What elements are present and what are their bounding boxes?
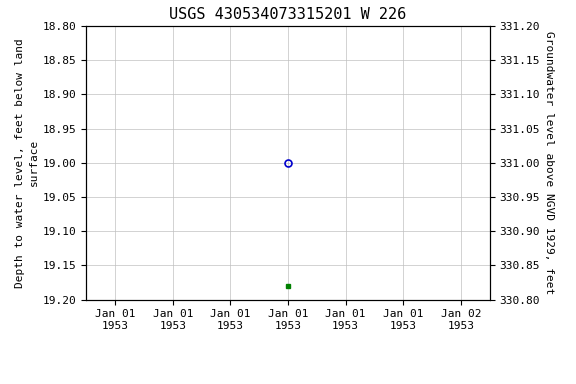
Y-axis label: Groundwater level above NGVD 1929, feet: Groundwater level above NGVD 1929, feet bbox=[544, 31, 554, 294]
Y-axis label: Depth to water level, feet below land
surface: Depth to water level, feet below land su… bbox=[15, 38, 39, 288]
Title: USGS 430534073315201 W 226: USGS 430534073315201 W 226 bbox=[169, 7, 407, 22]
